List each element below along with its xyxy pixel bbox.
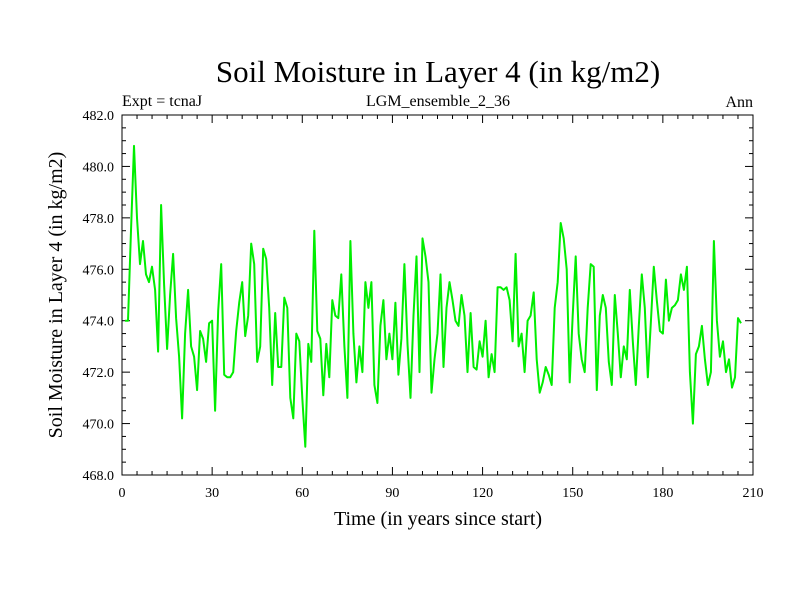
x-tick-label: 120: [472, 486, 493, 501]
chart-title: Soil Moisture in Layer 4 (in kg/m2): [216, 54, 660, 89]
y-axis-label: Soil Moisture in Layer 4 (in kg/m2): [45, 152, 67, 439]
period-label: Ann: [725, 94, 753, 111]
y-tick-label: 478.0: [83, 212, 115, 227]
y-tick-label: 470.0: [83, 418, 115, 433]
x-tick-label: 180: [652, 486, 673, 501]
x-tick-label: 0: [119, 486, 126, 501]
y-tick-label: 476.0: [83, 263, 115, 278]
y-tick-labels: 468.0 470.0 472.0 474.0 476.0 478.0 480.0 482.0: [83, 109, 115, 484]
y-tick-label: 468.0: [83, 469, 115, 484]
axis-ticks: [121, 114, 754, 476]
y-tick-label: 474.0: [83, 315, 115, 330]
x-tick-label: 210: [743, 486, 764, 501]
experiment-label: Expt = tcnaJ: [122, 93, 202, 110]
x-tick-labels: 0 30 60 90 120 150 180 210: [119, 486, 764, 501]
y-tick-label: 482.0: [83, 109, 115, 124]
x-tick-label: 60: [295, 486, 309, 501]
ensemble-label: LGM_ensemble_2_36: [366, 93, 510, 110]
plot-frame: [121, 114, 754, 476]
x-tick-label: 90: [385, 486, 399, 501]
y-tick-label: 480.0: [83, 160, 115, 175]
y-tick-label: 472.0: [83, 366, 115, 381]
x-tick-label: 30: [205, 486, 219, 501]
x-tick-label: 150: [562, 486, 583, 501]
series-line: [125, 144, 742, 448]
x-axis-label: Time (in years since start): [334, 508, 542, 530]
